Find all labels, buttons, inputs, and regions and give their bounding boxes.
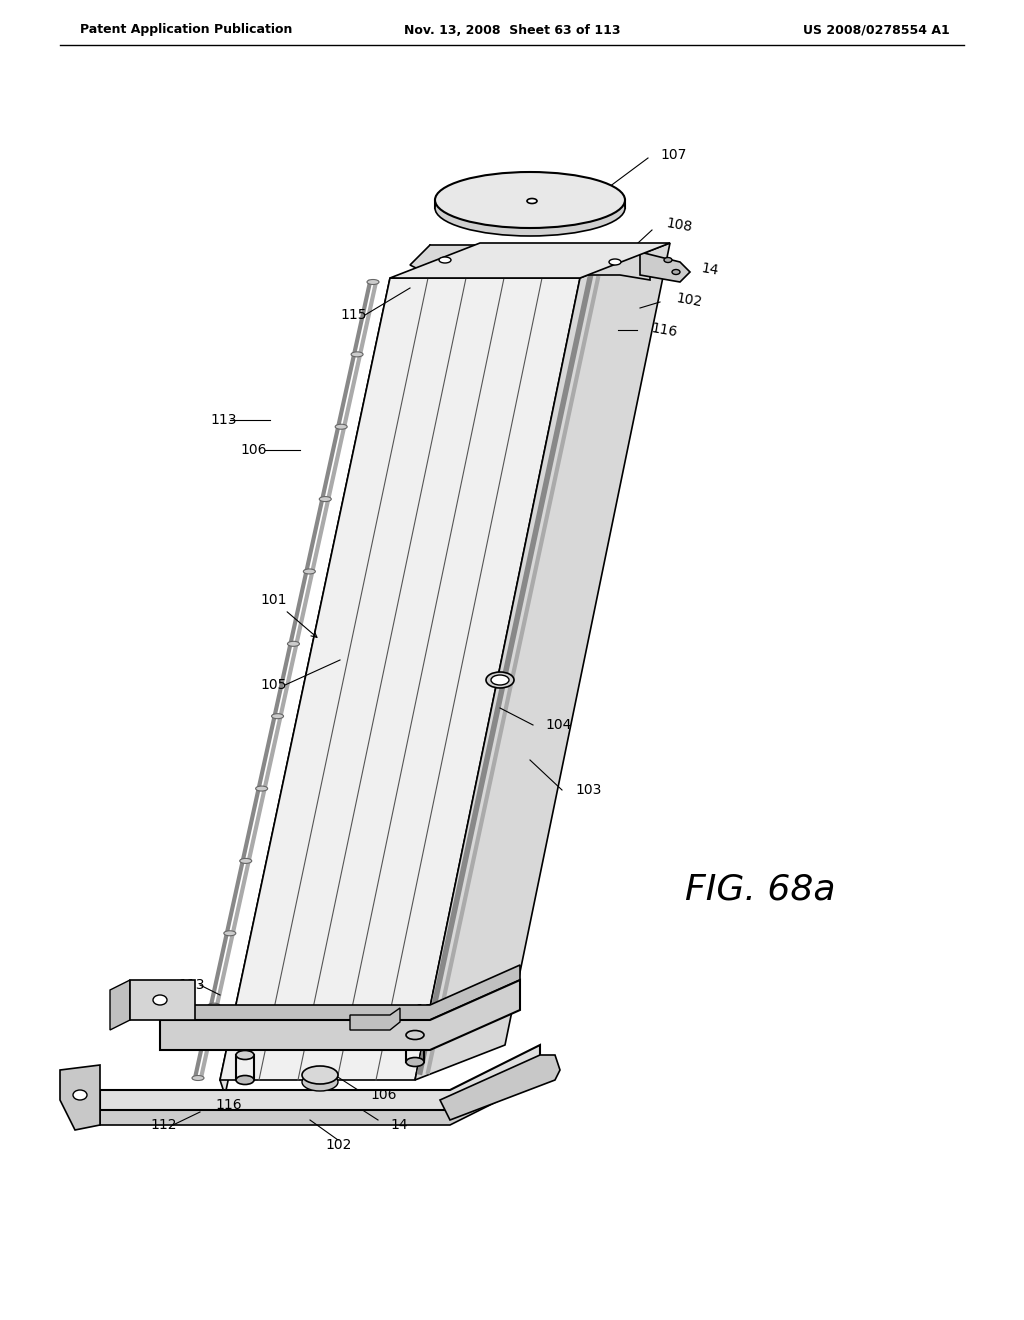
Text: 106: 106 [370,1088,396,1102]
Ellipse shape [351,352,364,356]
Polygon shape [415,243,670,1080]
Ellipse shape [236,1051,254,1060]
Text: 107: 107 [660,148,686,162]
Ellipse shape [73,1090,87,1100]
Ellipse shape [439,257,451,263]
Text: 104: 104 [545,718,571,733]
Ellipse shape [208,1003,220,1008]
Text: 105: 105 [260,678,287,692]
Polygon shape [410,246,650,280]
Text: FIG. 68a: FIG. 68a [685,873,836,907]
Text: 101: 101 [260,593,287,607]
Text: 102: 102 [675,290,703,309]
Text: 106: 106 [415,1003,441,1016]
Ellipse shape [303,569,315,574]
Text: 113: 113 [178,978,205,993]
Polygon shape [160,979,520,1049]
Text: Patent Application Publication: Patent Application Publication [80,24,293,37]
Ellipse shape [435,172,625,228]
Ellipse shape [302,1067,338,1084]
Ellipse shape [288,642,299,647]
Text: 14: 14 [390,1118,408,1133]
Ellipse shape [236,1076,254,1085]
Text: 106: 106 [240,444,266,457]
Polygon shape [640,252,690,282]
Ellipse shape [335,424,347,429]
Polygon shape [440,1055,560,1119]
Ellipse shape [193,1076,204,1081]
Text: 103: 103 [575,783,601,797]
Polygon shape [160,965,520,1020]
Text: 112: 112 [150,1118,176,1133]
Text: 116: 116 [650,321,679,339]
Polygon shape [350,1008,400,1030]
Polygon shape [220,279,395,1096]
Ellipse shape [271,714,284,718]
Ellipse shape [490,675,509,685]
Ellipse shape [527,198,537,203]
Ellipse shape [240,858,252,863]
Polygon shape [100,1045,540,1110]
Text: 14: 14 [700,261,720,279]
Ellipse shape [435,180,625,236]
Ellipse shape [302,1073,338,1092]
Ellipse shape [486,672,514,688]
Text: Nov. 13, 2008  Sheet 63 of 113: Nov. 13, 2008 Sheet 63 of 113 [403,24,621,37]
Ellipse shape [664,257,672,263]
Ellipse shape [406,1057,424,1067]
Polygon shape [110,979,130,1030]
Ellipse shape [224,931,236,936]
Polygon shape [220,279,580,1080]
Ellipse shape [319,496,332,502]
Ellipse shape [367,280,379,285]
Text: 115: 115 [340,308,367,322]
Polygon shape [100,1065,540,1125]
Polygon shape [390,243,670,279]
Ellipse shape [406,1031,424,1040]
Text: US 2008/0278554 A1: US 2008/0278554 A1 [803,24,950,37]
Polygon shape [60,1065,100,1130]
Text: 102: 102 [325,1138,351,1152]
Ellipse shape [153,995,167,1005]
Ellipse shape [609,259,621,265]
Text: 116: 116 [215,1098,242,1111]
Ellipse shape [256,785,267,791]
Text: 108: 108 [665,215,693,234]
Polygon shape [130,979,195,1020]
Text: 113: 113 [210,413,237,426]
Ellipse shape [672,269,680,275]
